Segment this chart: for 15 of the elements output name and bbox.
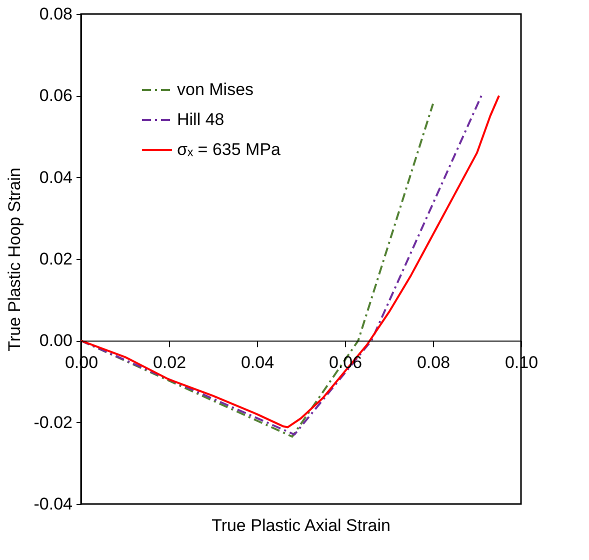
- legend-label: σₓ = 635 MPa: [177, 140, 282, 159]
- y-tick-label: -0.04: [34, 494, 72, 514]
- x-tick-label: 0.08: [416, 353, 450, 372]
- y-axis-title: True Plastic Hoop Strain: [4, 168, 24, 352]
- x-axis-title: True Plastic Axial Strain: [212, 516, 390, 535]
- y-tick-label: 0.02: [39, 250, 72, 268]
- y-tick-label: 0.04: [39, 168, 72, 187]
- x-tick-label: 0.04: [240, 353, 274, 372]
- x-tick-label: 0.02: [152, 353, 186, 372]
- legend-label: Hill 48: [177, 110, 224, 129]
- y-tick-label: 0.00: [39, 331, 72, 350]
- y-tick-label: -0.02: [34, 412, 72, 432]
- y-tick-label: 0.08: [39, 4, 72, 24]
- legend-label: von Mises: [177, 80, 254, 99]
- y-tick-label: 0.06: [39, 86, 72, 106]
